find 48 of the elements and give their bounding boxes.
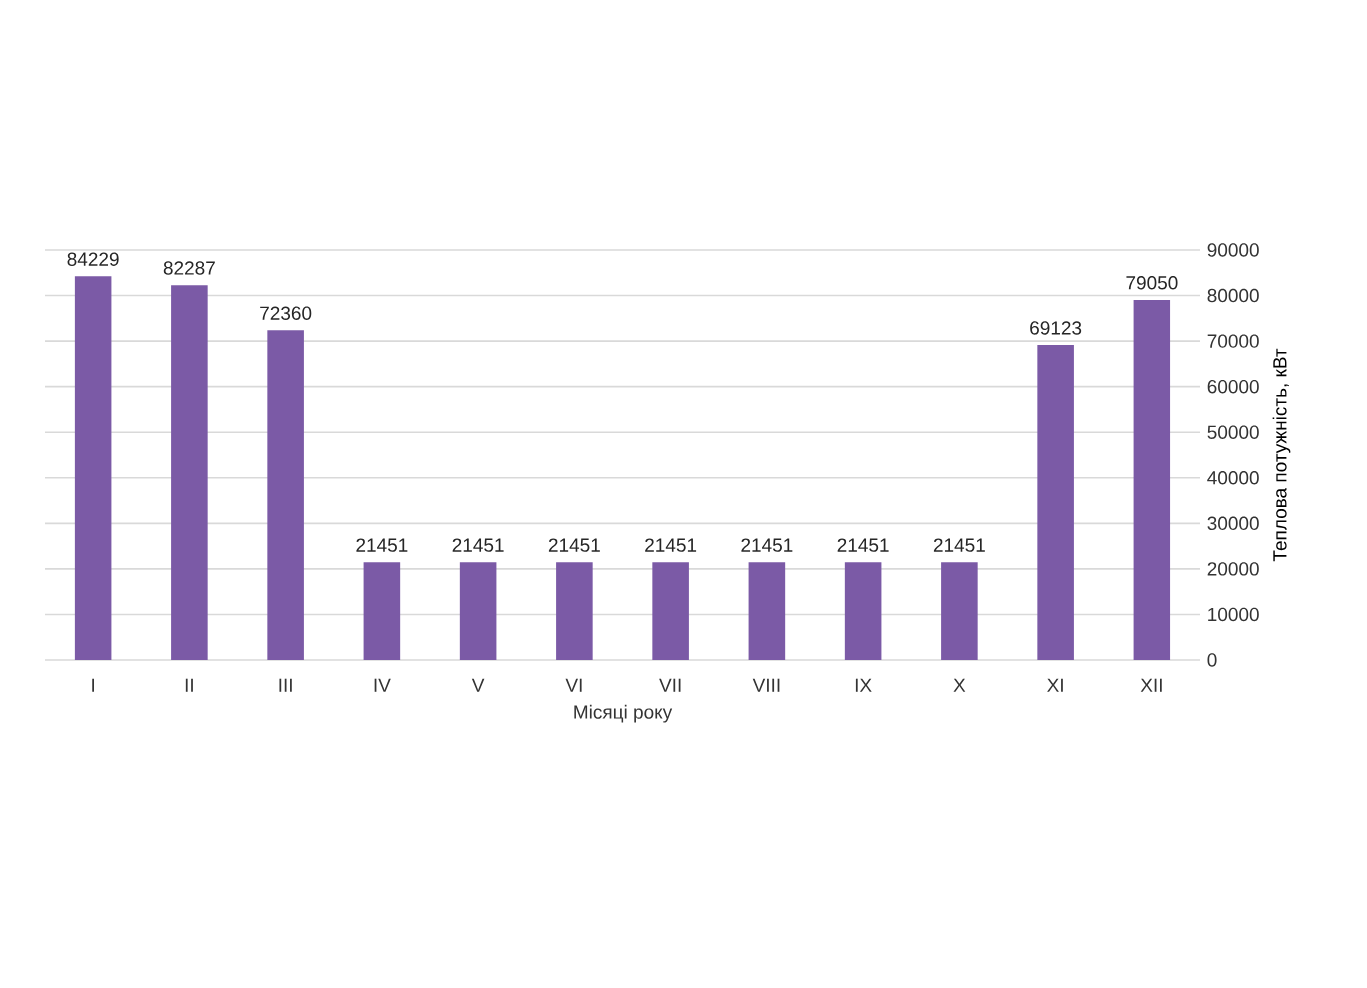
y-tick-label: 0 [1207,653,1217,667]
y-tick-label: 40000 [1207,471,1259,485]
bar [844,562,882,660]
data-label: 21451 [548,538,600,552]
y-tick-label: 60000 [1207,379,1259,394]
y-tick-label: 30000 [1207,516,1259,531]
data-label: 21451 [452,538,504,552]
data-label: 21451 [356,538,408,552]
data-label: 69123 [1030,321,1082,335]
x-tick-label: VI [565,678,582,692]
x-tick-label: III [279,678,292,692]
bar [1037,345,1074,660]
data-label: 21451 [645,538,697,552]
data-label: 82287 [163,261,215,275]
bar [459,562,497,660]
y-tick-label: 20000 [1207,562,1259,576]
bar [171,285,208,660]
y-tick-label: 90000 [1207,243,1259,257]
bar [941,562,978,660]
data-label: 21451 [837,538,889,552]
y-axis-title: Теплова потужність, кВт [1272,348,1291,562]
x-tick-label: II [185,678,193,692]
x-tick-label: XI [1047,678,1063,692]
bar [748,562,786,660]
x-tick-label: XII [1140,678,1162,692]
y-tick-label: 50000 [1207,425,1259,439]
bar [267,330,304,660]
bar [1133,299,1171,660]
x-axis-title: Місяці року [574,704,673,723]
x-tick-label: IV [374,678,391,692]
x-tick-label: VII [659,678,681,692]
bar [363,562,401,660]
data-label: 72360 [260,306,312,320]
data-label: 21451 [933,538,985,552]
x-tick-label: IX [855,678,872,692]
data-label: 79050 [1126,276,1178,290]
x-tick-label: V [471,678,485,692]
y-tick-label: 70000 [1207,334,1259,348]
x-tick-label: VIII [752,678,780,692]
data-label: 84229 [67,252,119,266]
x-tick-label: I [92,678,94,692]
bar [74,276,112,660]
x-tick-label: X [953,678,966,692]
bar [652,562,689,660]
bar [556,562,593,660]
y-tick-label: 80000 [1207,288,1259,303]
y-tick-label: 10000 [1208,607,1259,622]
data-label: 21451 [741,538,793,552]
